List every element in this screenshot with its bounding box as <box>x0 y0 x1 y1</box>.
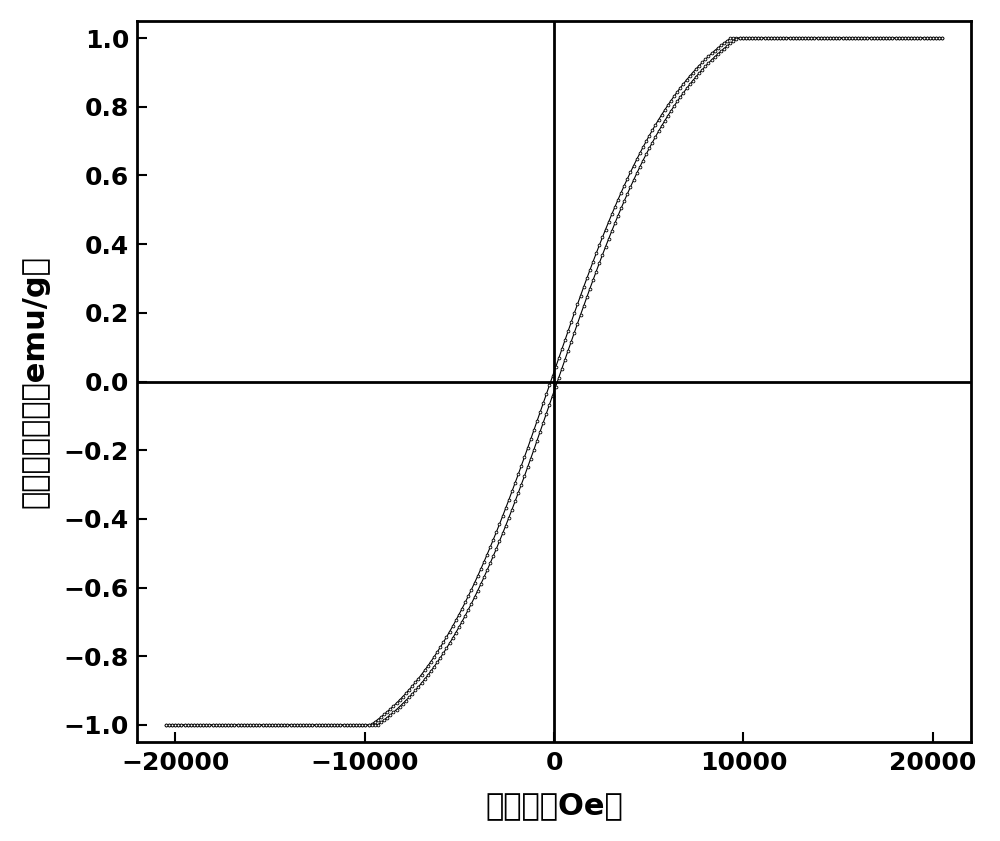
Y-axis label: 饱和磁化强度（emu/g）: 饱和磁化强度（emu/g） <box>21 255 50 508</box>
X-axis label: 矫须力（Oe）: 矫须力（Oe） <box>485 791 623 820</box>
